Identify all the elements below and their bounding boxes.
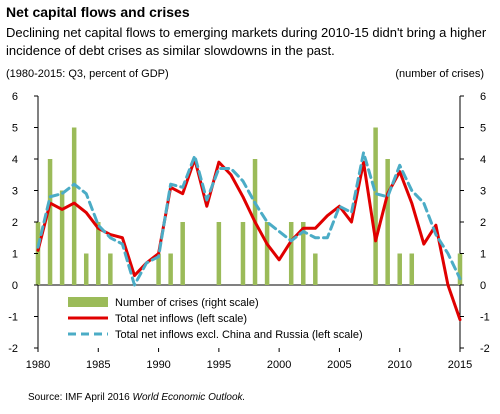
x-axis-tick-label: 1990 xyxy=(146,359,170,371)
axes: -2 -1 0 1 2 3 4 5 6 -2 -1 0 1 2 3 4 5 6 1980 1985 1990 1995 20… xyxy=(8,91,490,371)
x-axis-tick-label: 2015 xyxy=(448,359,472,371)
x-axis-tick-label: 1980 xyxy=(26,359,50,371)
crises-bar xyxy=(397,253,402,285)
right-axis-tick-label: 3 xyxy=(480,186,486,198)
right-axis-tick-label: -1 xyxy=(480,312,490,324)
crises-bar xyxy=(385,159,390,285)
crises-bar xyxy=(180,222,185,285)
x-axis-tick-label: 2000 xyxy=(267,359,291,371)
right-axis-tick-label: -2 xyxy=(480,343,490,355)
right-axis-tick-label: 4 xyxy=(480,154,486,166)
left-axis-tick-label: 2 xyxy=(12,217,18,229)
crises-bar xyxy=(47,159,53,285)
x-axis-tick-label: 2005 xyxy=(327,359,351,371)
crises-bar xyxy=(83,253,89,285)
plot-frame xyxy=(37,96,461,348)
left-axis-tick-label: 3 xyxy=(12,186,18,198)
right-axis-tick-label: 2 xyxy=(480,217,486,229)
right-axis-tick-label: 1 xyxy=(480,249,486,261)
right-axis-tick-label: 6 xyxy=(480,91,486,103)
left-axis-tick-label: -2 xyxy=(8,343,18,355)
source-publication: World Economic Outlook. xyxy=(132,392,246,403)
crises-bar xyxy=(313,253,318,285)
right-axis-tick-label: 0 xyxy=(480,280,486,292)
crises-bar xyxy=(59,190,65,285)
left-axis-tick-label: 4 xyxy=(12,154,18,166)
crises-bar xyxy=(108,253,113,285)
chart-title: Net capital flows and crises xyxy=(6,4,190,20)
crises-bar xyxy=(373,127,378,285)
chart-subtitle: Declining net capital flows to emerging … xyxy=(6,25,487,58)
right-axis-tick-label: 5 xyxy=(480,123,486,135)
legend-label-excl: Total net inflows excl. China and Russia… xyxy=(115,329,363,341)
crises-bar xyxy=(240,222,246,285)
crises-bar xyxy=(288,222,294,285)
total-net-inflows-line xyxy=(36,157,462,322)
crises-bar xyxy=(301,222,306,285)
source-note: Source: IMF April 2016 World Economic Ou… xyxy=(28,392,245,403)
crises-bar xyxy=(409,253,415,285)
legend: Number of crises (right scale) Total net … xyxy=(68,297,363,341)
x-axis-tick-label: 1985 xyxy=(86,359,110,371)
excl-china-russia-line xyxy=(36,151,462,287)
legend-label-total: Total net inflows (left scale) xyxy=(115,313,247,325)
x-axis-tick-label: 2010 xyxy=(387,359,411,371)
line-series xyxy=(36,151,462,322)
crises-bar xyxy=(156,253,161,285)
left-axis-tick-label: 1 xyxy=(12,249,18,261)
right-axis-unit-label: (number of crises) xyxy=(395,68,484,80)
crises-bar xyxy=(216,222,222,285)
legend-swatch-bars xyxy=(68,297,108,307)
legend-label-bars: Number of crises (right scale) xyxy=(115,297,259,309)
crises-bar xyxy=(457,253,463,285)
left-axis-tick-label: 5 xyxy=(12,123,18,135)
left-axis-tick-label: -1 xyxy=(8,312,18,324)
left-axis-unit-label: (1980-2015: Q3, percent of GDP) xyxy=(6,68,169,80)
crises-bar xyxy=(264,222,270,285)
crises-bar xyxy=(96,222,101,285)
left-axis-tick-label: 6 xyxy=(12,91,18,103)
crises-bar xyxy=(71,127,77,285)
left-axis-tick-label: 0 xyxy=(12,280,18,292)
crises-bar xyxy=(168,253,173,285)
source-prefix: Source: IMF April 2016 xyxy=(28,392,133,403)
x-axis-tick-label: 1995 xyxy=(207,359,231,371)
